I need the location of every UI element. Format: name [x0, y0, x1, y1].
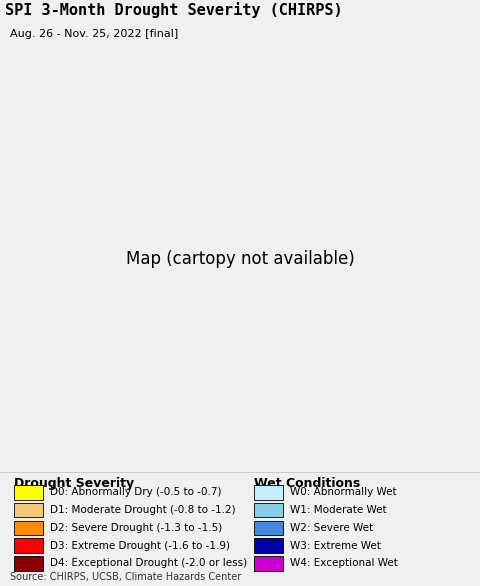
Text: SPI 3-Month Drought Severity (CHIRPS): SPI 3-Month Drought Severity (CHIRPS)	[5, 2, 342, 19]
Text: Source: CHIRPS, UCSB, Climate Hazards Center: Source: CHIRPS, UCSB, Climate Hazards Ce…	[10, 573, 241, 582]
Text: W3: Extreme Wet: W3: Extreme Wet	[290, 541, 381, 551]
Text: Drought Severity: Drought Severity	[14, 477, 134, 490]
Text: Map (cartopy not available): Map (cartopy not available)	[126, 250, 354, 268]
Text: Aug. 26 - Nov. 25, 2022 [final]: Aug. 26 - Nov. 25, 2022 [final]	[10, 29, 178, 39]
Text: D4: Exceptional Drought (-2.0 or less): D4: Exceptional Drought (-2.0 or less)	[50, 558, 248, 568]
FancyBboxPatch shape	[254, 485, 283, 499]
Text: Wet Conditions: Wet Conditions	[254, 477, 360, 490]
Text: D0: Abnormally Dry (-0.5 to -0.7): D0: Abnormally Dry (-0.5 to -0.7)	[50, 487, 222, 498]
Text: D2: Severe Drought (-1.3 to -1.5): D2: Severe Drought (-1.3 to -1.5)	[50, 523, 223, 533]
FancyBboxPatch shape	[254, 539, 283, 553]
FancyBboxPatch shape	[14, 520, 43, 535]
Text: W0: Abnormally Wet: W0: Abnormally Wet	[290, 487, 397, 498]
FancyBboxPatch shape	[14, 503, 43, 517]
FancyBboxPatch shape	[254, 556, 283, 571]
Text: W2: Severe Wet: W2: Severe Wet	[290, 523, 373, 533]
FancyBboxPatch shape	[254, 520, 283, 535]
FancyBboxPatch shape	[14, 556, 43, 571]
Text: W4: Exceptional Wet: W4: Exceptional Wet	[290, 558, 398, 568]
FancyBboxPatch shape	[254, 503, 283, 517]
Text: D3: Extreme Drought (-1.6 to -1.9): D3: Extreme Drought (-1.6 to -1.9)	[50, 541, 230, 551]
FancyBboxPatch shape	[14, 539, 43, 553]
FancyBboxPatch shape	[14, 485, 43, 499]
Text: W1: Moderate Wet: W1: Moderate Wet	[290, 505, 387, 515]
Text: D1: Moderate Drought (-0.8 to -1.2): D1: Moderate Drought (-0.8 to -1.2)	[50, 505, 236, 515]
